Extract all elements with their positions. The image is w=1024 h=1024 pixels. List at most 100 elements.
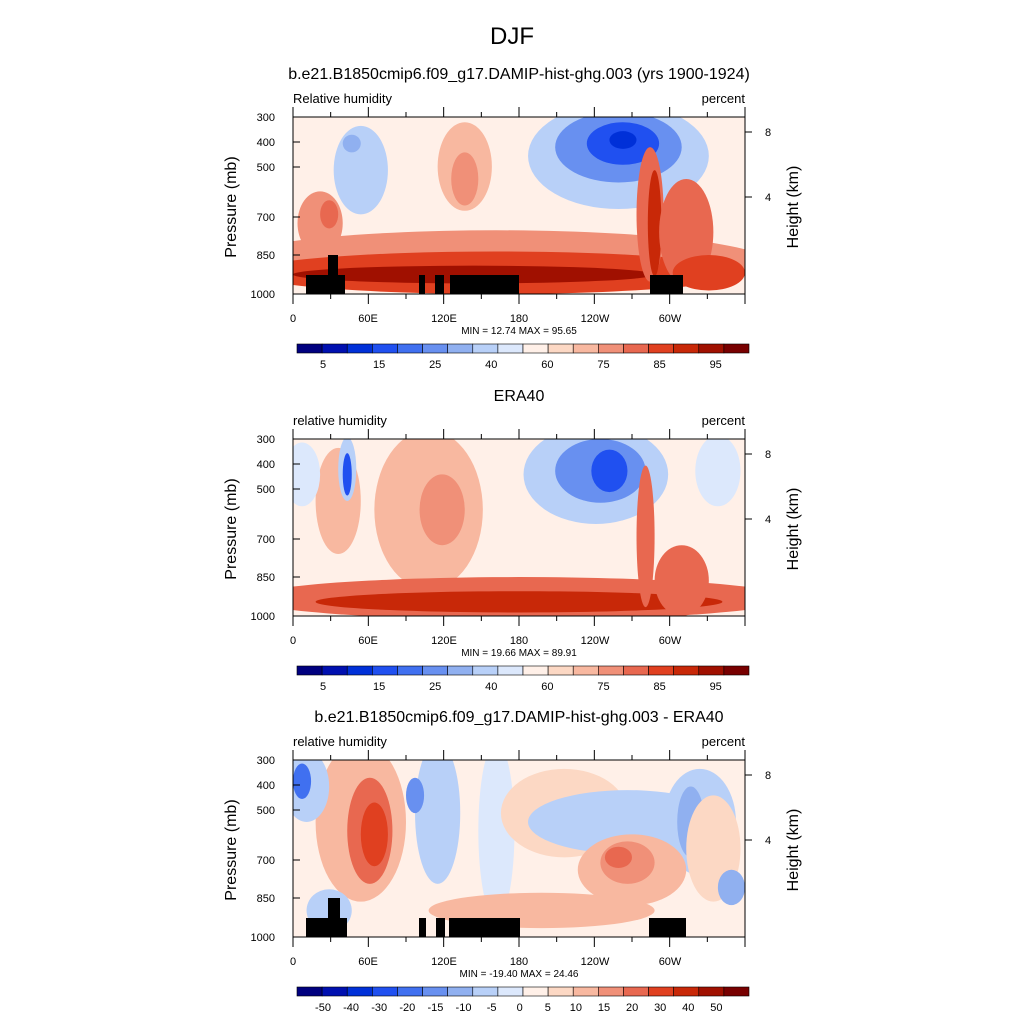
contour-region	[672, 255, 745, 291]
x-tick-label: 120E	[431, 956, 457, 968]
y-axis-label: Pressure (mb)	[223, 156, 240, 257]
colorbar-label: 20	[626, 1002, 638, 1014]
contour-region	[654, 545, 709, 616]
land-mask	[449, 918, 520, 937]
colorbar-swatch	[346, 986, 373, 997]
land-mask	[419, 275, 425, 294]
colorbar-swatch	[522, 986, 549, 997]
land-mask	[419, 918, 426, 937]
colorbar-swatch	[296, 665, 323, 676]
colorbar-label: 40	[485, 681, 497, 693]
x-tick-label: 120W	[581, 635, 610, 647]
colorbar-swatch	[321, 343, 348, 354]
y-tick-label: 1000	[251, 289, 275, 301]
colorbar-swatch	[397, 343, 423, 354]
colorbar-swatch	[472, 665, 499, 676]
contour-field	[293, 439, 745, 616]
x-tick-label: 180	[510, 635, 528, 647]
right-string: percent	[702, 734, 746, 749]
land-mask	[436, 918, 445, 937]
colorbar-label: 75	[597, 681, 609, 693]
colorbar-label: -15	[427, 1002, 443, 1014]
colorbar-label: 40	[485, 359, 497, 371]
contour-region	[591, 449, 628, 493]
colorbar-label: -5	[487, 1002, 497, 1014]
y-tick-label: 300	[257, 755, 275, 767]
contour-region	[293, 442, 321, 507]
colorbar-swatch	[422, 665, 448, 676]
colorbar-label: 50	[710, 1002, 722, 1014]
x-tick-label: 120E	[431, 313, 457, 325]
colorbar-swatch	[497, 986, 524, 997]
y-tick-label: 850	[257, 893, 275, 905]
colorbar-swatch	[673, 665, 700, 676]
y-right-axis-label: Height (km)	[785, 166, 802, 249]
y-tick-label: 850	[257, 572, 275, 584]
x-tick-label: 180	[510, 313, 528, 325]
colorbar-swatch	[397, 986, 423, 997]
panel-title: b.e21.B1850cmip6.f09_g17.DAMIP-hist-ghg.…	[314, 709, 723, 726]
y-right-axis-label: Height (km)	[785, 488, 802, 571]
land-mask	[328, 898, 340, 937]
y-tick-label: 400	[257, 780, 275, 792]
y-tick-label: 700	[257, 534, 275, 546]
figure-title: DJF	[490, 23, 534, 50]
y-tick-label: 500	[257, 162, 275, 174]
colorbar: 5 15 25 40 60 75 85 95	[296, 343, 750, 371]
contour-region	[717, 869, 745, 906]
y-axis-label: Pressure (mb)	[223, 478, 240, 579]
land-mask	[328, 255, 338, 294]
colorbar-swatch	[547, 986, 574, 997]
contour-region	[451, 152, 479, 206]
colorbar-label: 5	[545, 1002, 551, 1014]
colorbar-swatch	[522, 343, 549, 354]
x-tick-label: 120W	[581, 313, 610, 325]
contour-field	[293, 117, 745, 294]
colorbar-label: -30	[371, 1002, 387, 1014]
land-mask	[650, 275, 683, 294]
y-tick-label: 1000	[251, 932, 275, 944]
y-right-tick-label: 4	[765, 835, 771, 847]
contour-region	[695, 439, 741, 507]
y-right-tick-label: 4	[765, 514, 771, 526]
colorbar-label: 95	[710, 681, 722, 693]
colorbar-label: 0	[517, 1002, 523, 1014]
y-tick-label: 500	[257, 805, 275, 817]
x-tick-label: 120E	[431, 635, 457, 647]
colorbar-swatch	[623, 343, 649, 354]
colorbar-swatch	[623, 665, 649, 676]
colorbar-swatch	[723, 986, 750, 997]
colorbar-swatch	[572, 986, 599, 997]
y-right-tick-label: 8	[765, 770, 771, 782]
colorbar-swatch	[698, 343, 725, 354]
colorbar-swatch	[447, 343, 474, 354]
colorbar-label: 75	[597, 359, 609, 371]
min-max-stats: MIN = -19.40 MAX = 24.46	[460, 969, 579, 980]
contour-region	[406, 777, 425, 814]
colorbar-swatch	[447, 665, 474, 676]
contour-region	[609, 131, 637, 149]
contour-region	[604, 846, 632, 868]
colorbar-swatch	[723, 665, 750, 676]
colorbar-label: -20	[399, 1002, 415, 1014]
colorbar-swatch	[572, 665, 599, 676]
colorbar-swatch	[422, 986, 448, 997]
contour-region	[320, 200, 339, 229]
min-max-stats: MIN = 12.74 MAX = 95.65	[461, 326, 577, 337]
contour-region	[419, 474, 465, 546]
contour-region	[360, 802, 388, 867]
y-tick-label: 300	[257, 434, 275, 446]
x-tick-label: 60E	[358, 635, 378, 647]
y-right-tick-label: 8	[765, 449, 771, 461]
panel-title: ERA40	[494, 388, 545, 405]
colorbar-label: 40	[682, 1002, 694, 1014]
colorbar-label: 25	[429, 681, 441, 693]
right-string: percent	[702, 91, 746, 106]
colorbar-swatch	[547, 343, 574, 354]
colorbar-swatch	[346, 343, 373, 354]
left-string: relative humidity	[293, 734, 387, 749]
colorbar-swatch	[648, 665, 674, 676]
colorbar-swatch	[321, 665, 348, 676]
y-tick-label: 850	[257, 250, 275, 262]
